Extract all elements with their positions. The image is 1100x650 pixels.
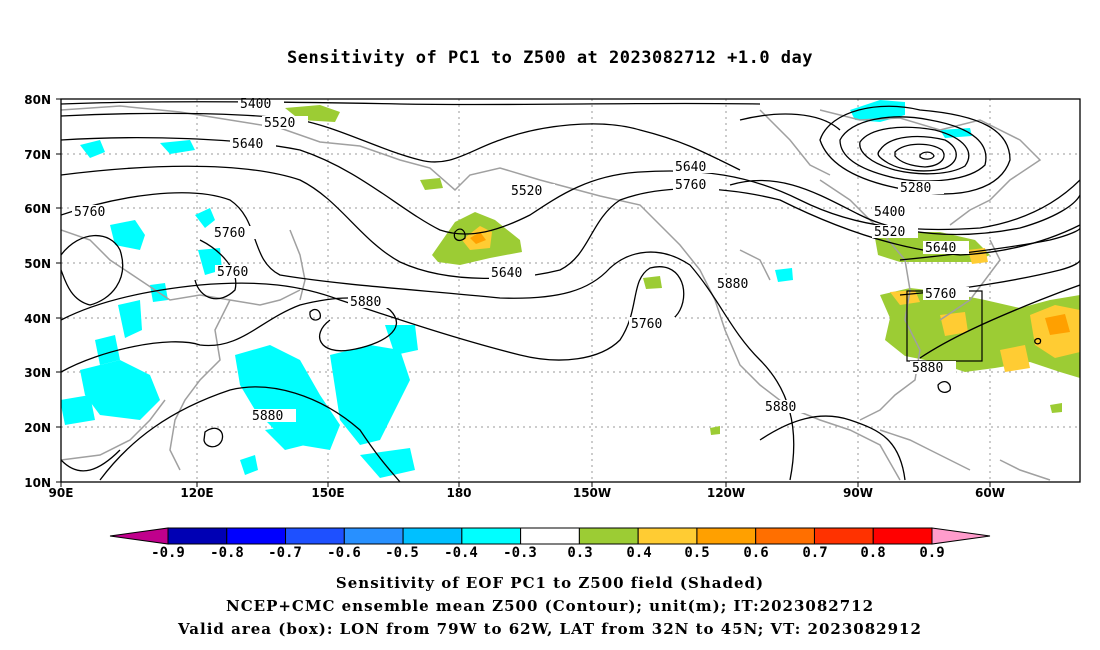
colorbar-labels: -0.9 -0.8 -0.7 -0.6 -0.5 -0.4 -0.3 0.3 0… <box>151 545 945 561</box>
colorbar-swatch <box>167 527 228 545</box>
contour-label: 5520 <box>264 116 295 131</box>
colorbar-label: -0.3 <box>503 545 537 561</box>
contour-label: 5520 <box>511 184 542 199</box>
lon-label: 150W <box>573 486 611 500</box>
positive-high-shading <box>462 226 1080 372</box>
contour-label: 5520 <box>874 225 905 240</box>
lon-label: 120E <box>180 486 213 500</box>
colorbar-swatch <box>578 527 639 545</box>
colorbar-label: 0.5 <box>684 545 709 561</box>
contour-label: 5400 <box>240 97 271 112</box>
longitude-labels: 90E 120E 150E 180 150W 120W 90W 60W <box>49 486 1005 500</box>
contour-label: 5400 <box>874 205 905 220</box>
lon-label: 180 <box>446 486 471 500</box>
colorbar-label: -0.5 <box>385 545 419 561</box>
contour-label: 5880 <box>765 400 796 415</box>
colorbar: -0.9 -0.8 -0.7 -0.6 -0.5 -0.4 -0.3 0.3 0… <box>109 527 991 561</box>
contour-label: 5640 <box>925 241 956 256</box>
contour-label: 5880 <box>717 277 748 292</box>
contour-label: 5280 <box>900 181 931 196</box>
colorbar-swatch <box>520 527 580 545</box>
footer-line-3: Valid area (box): LON from 79W to 62W, L… <box>178 620 922 638</box>
lat-label: 50N <box>24 257 51 271</box>
colorbar-swatch <box>637 527 698 545</box>
lon-label: 90W <box>843 486 873 500</box>
axis-ticks <box>56 98 991 487</box>
colorbar-label: -0.7 <box>268 545 302 561</box>
latitude-labels: 80N 70N 60N 50N 40N 30N 20N 10N <box>24 93 51 490</box>
colorbar-label: -0.9 <box>151 545 185 561</box>
contour-label: 5880 <box>252 409 283 424</box>
contour-label: 5760 <box>925 287 956 302</box>
lat-label: 30N <box>24 366 51 380</box>
colorbar-label: 0.3 <box>567 545 592 561</box>
colorbar-label: -0.6 <box>327 545 361 561</box>
contour-label: 5760 <box>74 205 105 220</box>
contour-label: 5640 <box>232 137 263 152</box>
colorbar-swatch <box>872 527 933 545</box>
colorbar-label: -0.8 <box>210 545 244 561</box>
footer-line-2: NCEP+CMC ensemble mean Z500 (Contour); u… <box>226 597 874 615</box>
colorbar-swatch <box>402 527 463 545</box>
contour-label: 5640 <box>491 266 522 281</box>
lon-label: 60W <box>975 486 1005 500</box>
contour-label: 5760 <box>675 178 706 193</box>
contour-label: 5760 <box>214 226 245 241</box>
colorbar-swatch <box>755 527 815 545</box>
colorbar-label: 0.7 <box>802 545 827 561</box>
lat-label: 20N <box>24 421 51 435</box>
colorbar-swatch <box>285 527 345 545</box>
contour-label: 5880 <box>350 295 381 310</box>
contour-label: 5760 <box>631 317 662 332</box>
colorbar-label: 0.8 <box>860 545 885 561</box>
lon-label: 150E <box>311 486 344 500</box>
colorbar-label: -0.4 <box>444 545 478 561</box>
colorbar-swatch <box>343 527 404 545</box>
z500-contours <box>61 101 1080 482</box>
colorbar-label: 0.4 <box>626 545 651 561</box>
map-border <box>60 98 1081 483</box>
lat-label: 40N <box>24 312 51 326</box>
contour-label: 5760 <box>217 265 248 280</box>
lat-label: 10N <box>24 476 51 490</box>
lat-label: 80N <box>24 93 51 107</box>
lon-label: 120W <box>707 486 745 500</box>
footer-line-1: Sensitivity of EOF PC1 to Z500 field (Sh… <box>335 574 765 592</box>
colorbar-left-arrow <box>109 527 169 545</box>
colorbar-swatch <box>813 527 874 545</box>
plot-title: Sensitivity of PC1 to Z500 at 2023082712… <box>286 48 813 68</box>
colorbar-swatch <box>226 527 287 545</box>
colorbar-swatch <box>696 527 757 545</box>
grid-lines <box>61 99 1080 482</box>
lat-label: 60N <box>24 202 51 216</box>
colorbar-swatch <box>461 527 522 545</box>
contour-label: 5880 <box>912 361 943 376</box>
colorbar-right-arrow <box>931 527 991 545</box>
contour-labels: 5400 5520 5640 5760 5760 5760 5880 5880 … <box>72 97 969 424</box>
lon-label: 90E <box>49 486 74 500</box>
contour-label: 5640 <box>675 160 706 175</box>
colorbar-label: 0.9 <box>919 545 944 561</box>
negative-sensitivity-shading <box>61 100 972 478</box>
colorbar-label: 0.6 <box>743 545 768 561</box>
lat-label: 70N <box>24 148 51 162</box>
